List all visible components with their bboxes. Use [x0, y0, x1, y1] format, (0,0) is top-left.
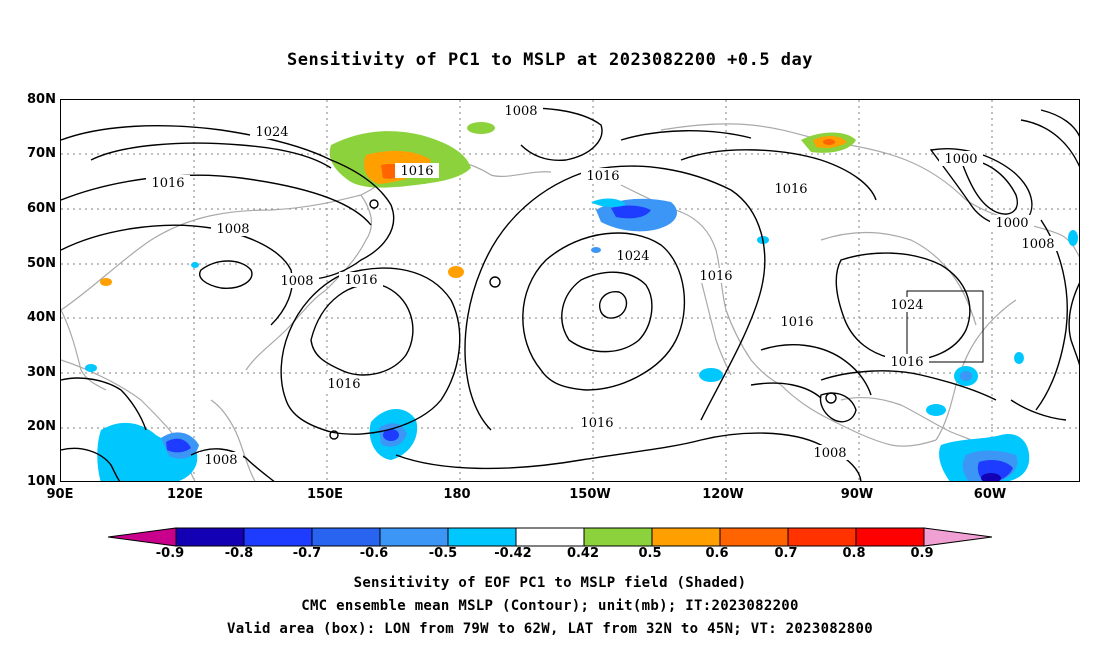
- colorbar-segment: [379, 527, 449, 547]
- footer-line-1: Sensitivity of EOF PC1 to MSLP field (Sh…: [353, 575, 747, 591]
- contour-label: 1008: [211, 221, 255, 237]
- svg-text:1024: 1024: [616, 249, 649, 264]
- colorbar-label: 0.5: [638, 546, 662, 561]
- contour-label: 1016: [395, 163, 439, 179]
- contour-label: 1008: [808, 445, 852, 461]
- colorbar-label: -0.42: [494, 546, 532, 561]
- lat-label-50n: 50N: [27, 256, 56, 271]
- svg-text:1008: 1008: [813, 446, 846, 461]
- colorbar-label: 0.6: [705, 546, 729, 561]
- svg-text:1008: 1008: [504, 104, 537, 119]
- colorbar-label: 0.42: [566, 546, 600, 561]
- svg-text:1024: 1024: [255, 125, 288, 140]
- colorbar-segment: [855, 527, 925, 547]
- contour-label: 1008: [275, 273, 319, 289]
- svg-text:1016: 1016: [774, 182, 807, 197]
- colorbar-segment: [651, 527, 721, 547]
- svg-text:1016: 1016: [400, 164, 433, 179]
- colorbar-segment: [719, 527, 789, 547]
- contour-label: 1016: [146, 175, 190, 191]
- colorbar-segment: [243, 527, 313, 547]
- lat-label-30n: 30N: [27, 365, 56, 380]
- valid-area-box: [906, 290, 984, 363]
- colorbar-segment: [515, 527, 585, 547]
- lon-label-150e: 150E: [306, 487, 344, 502]
- lat-label-40n: 40N: [27, 310, 56, 325]
- colorbar-arrow-high: [923, 527, 992, 547]
- contour-label: 1000: [990, 215, 1034, 231]
- svg-text:1000: 1000: [944, 152, 977, 167]
- colorbar-label: -0.5: [428, 546, 458, 561]
- lat-label-10n: 10N: [27, 474, 56, 489]
- svg-text:1016: 1016: [780, 315, 813, 330]
- svg-text:1008: 1008: [1021, 237, 1054, 252]
- colorbar-segment: [175, 527, 245, 547]
- lat-label-70n: 70N: [27, 146, 56, 161]
- contour-label: 1008: [499, 103, 543, 119]
- lat-label-60n: 60N: [27, 201, 56, 216]
- lon-label-60w: 60W: [973, 487, 1007, 502]
- contour-labels: 1024 1016 1008 1008 1008 1016: [146, 103, 1060, 468]
- map-canvas: 1024 1016 1008 1008 1008 1016: [61, 100, 1079, 481]
- colorbar-segment: [583, 527, 653, 547]
- footer-line-3: Valid area (box): LON from 79W to 62W, L…: [227, 621, 873, 637]
- contour-label: 1016: [694, 268, 738, 284]
- svg-text:1016: 1016: [151, 176, 184, 191]
- contour-label: 1016: [775, 314, 819, 330]
- colorbar-label: 0.7: [774, 546, 798, 561]
- lat-label-20n: 20N: [27, 419, 56, 434]
- contour-label: 1016: [885, 354, 929, 370]
- svg-text:1000: 1000: [995, 216, 1028, 231]
- lon-label-120e: 120E: [166, 487, 204, 502]
- colorbar-label: -0.6: [359, 546, 389, 561]
- svg-text:1016: 1016: [586, 169, 619, 184]
- contour-label: 1016: [769, 181, 813, 197]
- colorbar-segment: [787, 527, 857, 547]
- svg-text:1016: 1016: [890, 355, 923, 370]
- contour-label: 1016: [575, 415, 619, 431]
- contour-label: 1016: [322, 376, 366, 392]
- chart-title: Sensitivity of PC1 to MSLP at 2023082200…: [286, 50, 813, 70]
- svg-text:1008: 1008: [204, 453, 237, 468]
- colorbar-label: -0.9: [155, 546, 185, 561]
- contour-label: 1024: [885, 297, 929, 313]
- colorbar-segment: [311, 527, 381, 547]
- svg-text:1008: 1008: [280, 274, 313, 289]
- contour-label: 1024: [611, 248, 655, 264]
- contour-label: 1016: [339, 272, 383, 288]
- svg-text:1016: 1016: [327, 377, 360, 392]
- svg-text:1016: 1016: [580, 416, 613, 431]
- svg-text:1024: 1024: [890, 298, 923, 313]
- contour-label: 1016: [581, 168, 625, 184]
- colorbar-arrow-low: [108, 527, 177, 547]
- footer-line-2: CMC ensemble mean MSLP (Contour); unit(m…: [301, 598, 799, 614]
- colorbar-label: -0.8: [224, 546, 254, 561]
- contour-label: 1000: [939, 151, 983, 167]
- gridlines: [61, 100, 1079, 481]
- map-panel: 1024 1016 1008 1008 1008 1016: [60, 99, 1080, 482]
- lon-label-150w: 150W: [569, 487, 611, 502]
- colorbar-label: 0.9: [910, 546, 934, 561]
- svg-text:1016: 1016: [344, 273, 377, 288]
- colorbar-label: 0.8: [842, 546, 866, 561]
- contour-label: 1024: [250, 124, 294, 140]
- svg-text:1008: 1008: [216, 222, 249, 237]
- mslp-contours: [61, 107, 1079, 481]
- lon-label-120w: 120W: [702, 487, 744, 502]
- colorbar-label: -0.7: [292, 546, 322, 561]
- contour-label: 1008: [1016, 236, 1060, 252]
- lon-label-90e: 90E: [46, 487, 74, 502]
- svg-text:1016: 1016: [699, 269, 732, 284]
- lat-label-80n: 80N: [27, 92, 56, 107]
- lon-label-90w: 90W: [840, 487, 874, 502]
- lon-label-180: 180: [443, 487, 471, 502]
- contour-label: 1008: [199, 452, 243, 468]
- colorbar: [108, 527, 992, 547]
- colorbar-segment: [447, 527, 517, 547]
